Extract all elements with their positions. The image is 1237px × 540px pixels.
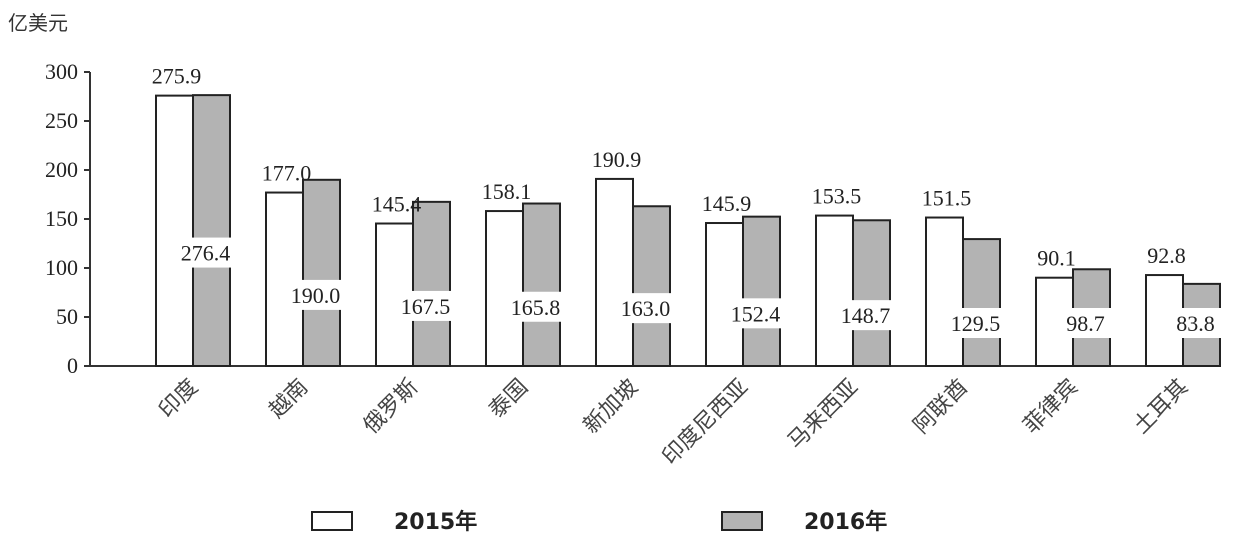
legend-swatch-2015 [311, 511, 353, 531]
value-label-2016: 190.0 [291, 283, 341, 308]
x-category-label: 马来西亚 [783, 375, 863, 455]
bar-2015 [815, 214, 854, 367]
value-label-2016: 276.4 [181, 241, 231, 266]
value-label-2016: 163.0 [621, 296, 671, 321]
x-category-label: 印度尼西亚 [658, 375, 753, 470]
y-tick-label: 0 [67, 353, 78, 378]
value-label-2016-bg [1048, 308, 1123, 338]
y-tick-label: 150 [45, 206, 78, 231]
value-label-2015: 190.9 [592, 147, 642, 172]
x-category-label: 印度 [154, 375, 203, 424]
x-category-label: 阿联酋 [909, 375, 973, 439]
bar-2015 [925, 216, 964, 367]
bar-2016 [522, 202, 561, 367]
value-label-2016: 98.7 [1066, 311, 1105, 336]
value-label-2016-bg [718, 298, 793, 329]
value-label-2016-bg [1158, 308, 1233, 338]
value-label-2016-bg [278, 279, 353, 310]
value-label-2016: 167.5 [401, 294, 451, 319]
value-label-2016-bg [498, 291, 573, 322]
bar-2015 [705, 222, 744, 367]
value-label-2015: 153.5 [812, 184, 862, 209]
legend-label-2015: 2015年 [394, 509, 477, 535]
value-label-2016-bg [608, 293, 683, 324]
value-label-2016: 148.7 [841, 303, 891, 328]
x-category-label: 菲律宾 [1019, 375, 1083, 439]
value-label-2016-bg [938, 308, 1013, 338]
y-tick-label: 50 [56, 304, 78, 329]
bar-2016 [412, 200, 451, 367]
value-label-2015: 158.1 [482, 179, 532, 204]
bar-2016 [962, 238, 1001, 367]
x-category-label: 泰国 [484, 375, 533, 424]
bar-2016 [302, 178, 341, 367]
legend: 2015年 2016年 [311, 509, 887, 535]
bar-2016 [632, 205, 671, 367]
value-label-2016: 83.8 [1176, 311, 1215, 336]
x-category-label: 越南 [264, 375, 313, 424]
value-label-2016: 129.5 [951, 311, 1001, 336]
y-axis-unit-label: 亿美元 [8, 11, 68, 35]
value-label-2016-bg [828, 300, 903, 331]
y-tick-label: 200 [45, 157, 78, 182]
bar-2016 [852, 219, 891, 367]
x-category-label: 土耳其 [1129, 375, 1193, 439]
y-tick-label: 100 [45, 255, 78, 280]
bar-2015 [155, 94, 194, 367]
value-label-2016-bg [388, 290, 463, 321]
value-label-2016: 165.8 [511, 295, 561, 320]
value-label-2016: 152.4 [731, 301, 781, 326]
y-tick-label: 300 [45, 59, 78, 84]
value-label-2015: 151.5 [922, 186, 972, 211]
bar-2015 [485, 210, 524, 367]
y-tick-label: 250 [45, 108, 78, 133]
value-label-2015: 177.0 [262, 161, 312, 186]
x-category-label: 俄罗斯 [359, 375, 423, 439]
value-label-2015: 90.1 [1037, 246, 1076, 271]
value-label-2015: 275.9 [152, 64, 202, 89]
legend-label-2016: 2016年 [804, 509, 887, 535]
bar-2015 [595, 177, 634, 367]
value-label-2015: 145.4 [372, 192, 422, 217]
bar-2015 [265, 191, 304, 367]
value-label-2016-bg [168, 237, 243, 268]
bar-2016 [192, 94, 231, 368]
legend-swatch-2016 [721, 511, 763, 531]
x-category-label: 新加坡 [579, 375, 643, 439]
value-label-2015: 92.8 [1147, 243, 1186, 268]
value-label-2015: 145.9 [702, 191, 752, 216]
bar-2016 [742, 215, 781, 367]
